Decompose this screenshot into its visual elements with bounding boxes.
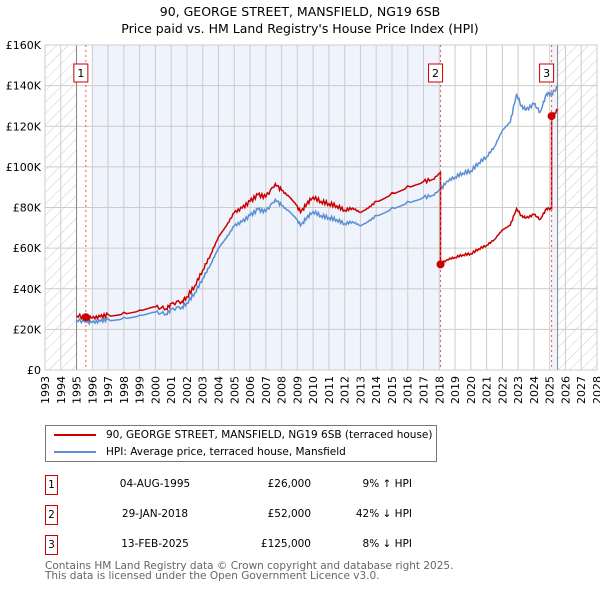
footer-line: Contains HM Land Registry data © Crown c… xyxy=(45,560,454,572)
sale-price: £125,000 xyxy=(260,538,311,550)
x-tick-label: 2021 xyxy=(481,376,494,404)
x-tick-label: 2017 xyxy=(418,376,431,404)
x-tick-label: 2001 xyxy=(165,376,178,404)
y-tick-label: £40K xyxy=(13,283,42,296)
sale-date: 29-JAN-2018 xyxy=(121,508,189,520)
y-tick-label: £80K xyxy=(13,202,42,215)
legend-item-property: 90, GEORGE STREET, MANSFIELD, NG19 6SB (… xyxy=(54,429,432,441)
footer-line: This data is licensed under the Open Gov… xyxy=(45,570,380,582)
sale-label: 2 xyxy=(432,67,439,80)
legend-label: HPI: Average price, terraced house, Mans… xyxy=(106,446,346,458)
y-tick-label: £100K xyxy=(6,161,42,174)
x-tick-label: 2013 xyxy=(354,376,367,404)
y-tick-label: £140K xyxy=(6,80,42,93)
x-tick-label: 2016 xyxy=(402,376,415,404)
x-tick-label: 1997 xyxy=(102,376,115,404)
sale-hpi: 9% ↑ HPI xyxy=(362,478,412,490)
y-tick-label: £60K xyxy=(13,242,42,255)
x-tick-label: 1993 xyxy=(39,376,52,404)
sale-point xyxy=(547,112,556,121)
x-tick-label: 2026 xyxy=(559,376,572,404)
footer: Contains HM Land Registry data © Crown c… xyxy=(45,560,454,582)
x-tick-label: 2003 xyxy=(197,376,210,404)
x-tick-label: 2000 xyxy=(149,376,162,404)
x-tick-label: 2019 xyxy=(449,376,462,404)
y-tick-label: £0 xyxy=(27,364,41,377)
sale-number: 2 xyxy=(45,505,58,525)
sale-label: 3 xyxy=(543,67,550,80)
legend-label: 90, GEORGE STREET, MANSFIELD, NG19 6SB (… xyxy=(106,429,433,441)
x-tick-label: 1995 xyxy=(71,376,84,404)
x-tick-label: 2007 xyxy=(260,376,273,404)
x-tick-label: 2027 xyxy=(575,376,588,404)
x-tick-label: 2008 xyxy=(276,376,289,404)
y-tick-label: £120K xyxy=(6,120,42,133)
x-tick-label: 2002 xyxy=(181,376,194,404)
sale-number: 1 xyxy=(45,475,58,495)
x-tick-label: 2012 xyxy=(339,376,352,404)
sale-label: 1 xyxy=(77,67,84,80)
sale-row: 3 13-FEB-2025 £125,000 8% ↓ HPI xyxy=(45,535,445,555)
x-tick-label: 2023 xyxy=(512,376,525,404)
sale-row: 2 29-JAN-2018 £52,000 42% ↓ HPI xyxy=(45,505,445,525)
x-tick-label: 2020 xyxy=(465,376,478,404)
sale-label-box xyxy=(73,63,89,83)
x-tick-label: 2009 xyxy=(291,376,304,404)
sale-price: £52,000 xyxy=(267,508,311,520)
x-tick-label: 2006 xyxy=(244,376,257,404)
legend: 90, GEORGE STREET, MANSFIELD, NG19 6SB (… xyxy=(45,425,437,462)
sale-row: 1 04-AUG-1995 £26,000 9% ↑ HPI xyxy=(45,475,445,495)
y-tick-label: £160K xyxy=(6,39,42,52)
sale-number: 3 xyxy=(45,535,58,555)
plot-area: 1993 1994 1995 1996 1997 1998 1999 2000 2001 2002… xyxy=(6,39,600,404)
x-tick-label: 2025 xyxy=(544,376,557,404)
sale-point xyxy=(436,260,445,269)
sale-date: 04-AUG-1995 xyxy=(119,478,191,490)
x-tick-label: 2014 xyxy=(370,376,383,404)
chart-title: 90, GEORGE STREET, MANSFIELD, NG19 6SB xyxy=(159,4,441,19)
x-tick-label: 2010 xyxy=(307,376,320,404)
x-tick-label: 2022 xyxy=(496,376,509,404)
sale-price: £26,000 xyxy=(267,478,311,490)
x-tick-label: 2018 xyxy=(433,376,446,404)
sale-point xyxy=(81,313,90,322)
x-tick-label: 2015 xyxy=(386,376,399,404)
y-tick-label: £20K xyxy=(13,323,42,336)
x-tick-label: 1998 xyxy=(118,376,131,404)
sale-date: 13-FEB-2025 xyxy=(121,538,189,550)
hpi-line xyxy=(76,85,559,327)
x-tick-label: 2011 xyxy=(323,376,336,404)
property-price-line xyxy=(75,108,559,323)
x-tick-label: 1996 xyxy=(86,376,99,404)
sale-label-box xyxy=(428,63,444,83)
plot-border xyxy=(44,44,598,371)
sale-label-box xyxy=(539,63,555,83)
x-tick-label: 2004 xyxy=(212,376,225,404)
sale-hpi: 42% ↓ HPI xyxy=(355,508,412,520)
x-tick-label: 2005 xyxy=(228,376,241,404)
x-tick-label: 2028 xyxy=(591,376,600,404)
chart-subtitle: Price paid vs. HM Land Registry's House … xyxy=(121,21,479,36)
x-tick-label: 1999 xyxy=(134,376,147,404)
sale-hpi: 8% ↓ HPI xyxy=(362,538,412,550)
x-tick-label: 2024 xyxy=(528,376,541,404)
legend-item-hpi: HPI: Average price, terraced house, Mans… xyxy=(54,446,346,458)
x-tick-label: 1994 xyxy=(55,376,68,404)
